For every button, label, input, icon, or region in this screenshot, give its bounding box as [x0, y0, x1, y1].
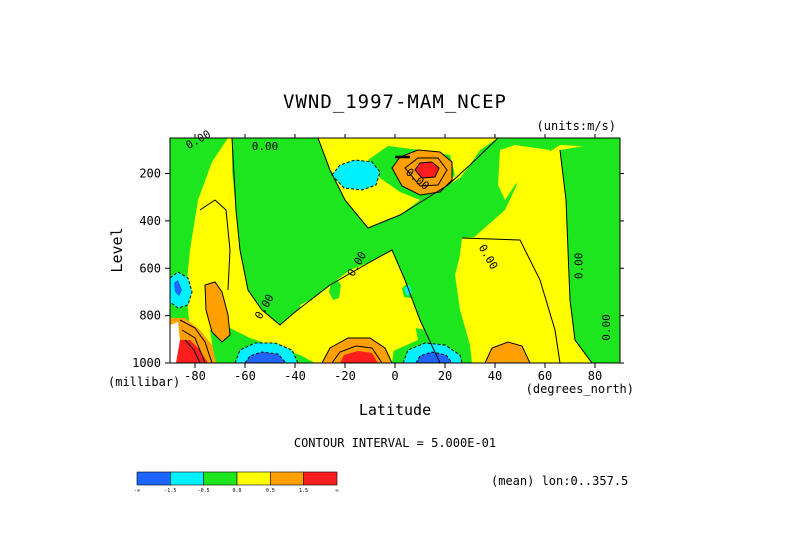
- colorbar-label: ∞: [335, 488, 338, 494]
- x-unit-label: (degrees_north): [526, 382, 634, 396]
- x-tick-label: -20: [334, 369, 356, 383]
- contour-label: 0.00: [573, 253, 586, 280]
- region-red-south: [340, 351, 378, 363]
- y-tick-label: 800: [139, 309, 161, 323]
- colorbar-swatch: [136, 471, 171, 486]
- negative-contour-lines: [170, 159, 463, 363]
- colorbar-swatch: [203, 471, 238, 486]
- y-tick-label: 600: [139, 261, 161, 275]
- region-green-east: [560, 140, 620, 363]
- contour-label: 0.00: [600, 314, 613, 341]
- region-green-upper-central: [232, 138, 620, 363]
- region-green-west: [170, 138, 228, 363]
- x-tick-label: -40: [284, 369, 306, 383]
- contour-field: [170, 138, 620, 363]
- colorbar-label: -0.5: [198, 488, 210, 494]
- x-tick-label: 40: [488, 369, 502, 383]
- x-tick-label: 20: [438, 369, 452, 383]
- region-yellow-east: [458, 236, 560, 363]
- region-red-jet: [415, 162, 439, 178]
- x-tick-label: -80: [184, 369, 206, 383]
- contour-label: 0.00: [252, 140, 279, 153]
- contour-interval-label: CONTOUR INTERVAL = 5.000E-01: [294, 436, 496, 450]
- colorbar-label: 1.5: [299, 488, 308, 494]
- colorbar-label: 0.5: [266, 488, 275, 494]
- x-axis-title: Latitude: [359, 401, 431, 419]
- region-white-gap: [170, 322, 180, 363]
- units-label: (units:m/s): [537, 119, 616, 133]
- colorbar: -∞ -1.5 -0.5 0.0 0.5 1.5 ∞: [134, 471, 339, 494]
- x-tick-label: 0: [391, 369, 398, 383]
- region-red-sw: [176, 340, 208, 363]
- x-tick-label: -60: [234, 369, 256, 383]
- region-orange-south-1: [322, 338, 392, 363]
- colorbar-swatch: [170, 471, 204, 486]
- y-tick-label: 1000: [132, 356, 161, 370]
- x-axis: -80 -60 -40 -20 0 20 40 60 80: [184, 134, 602, 383]
- y-unit-label: (millibar): [108, 375, 180, 389]
- colorbar-swatch: [236, 471, 271, 486]
- x-tick-label: 60: [538, 369, 552, 383]
- colorbar-swatch: [303, 471, 338, 486]
- y-axis-title: Level: [108, 227, 126, 272]
- region-orange-south-2: [485, 342, 530, 363]
- region-orange-west: [205, 282, 230, 342]
- chart-title: VWND_1997-MAM_NCEP: [283, 91, 507, 113]
- colorbar-swatch: [270, 471, 304, 486]
- region-yellow-west-strip: [196, 200, 230, 300]
- y-tick-label: 400: [139, 214, 161, 228]
- region-yellow-upper-north: [498, 145, 550, 200]
- colorbar-label: 0.0: [232, 488, 241, 494]
- y-axis: 200 400 600 800 1000: [132, 167, 624, 370]
- region-blue-south-1: [245, 352, 286, 363]
- region-cyan-upper: [332, 160, 380, 190]
- x-tick-label: 80: [588, 369, 602, 383]
- colorbar-label: -∞: [134, 488, 140, 494]
- colorbar-label: -1.5: [164, 488, 176, 494]
- region-yellow-central: [300, 258, 418, 355]
- y-tick-label: 200: [139, 167, 161, 181]
- mean-label: (mean) lon:0..357.5: [491, 474, 628, 488]
- region-blue-west: [174, 280, 182, 296]
